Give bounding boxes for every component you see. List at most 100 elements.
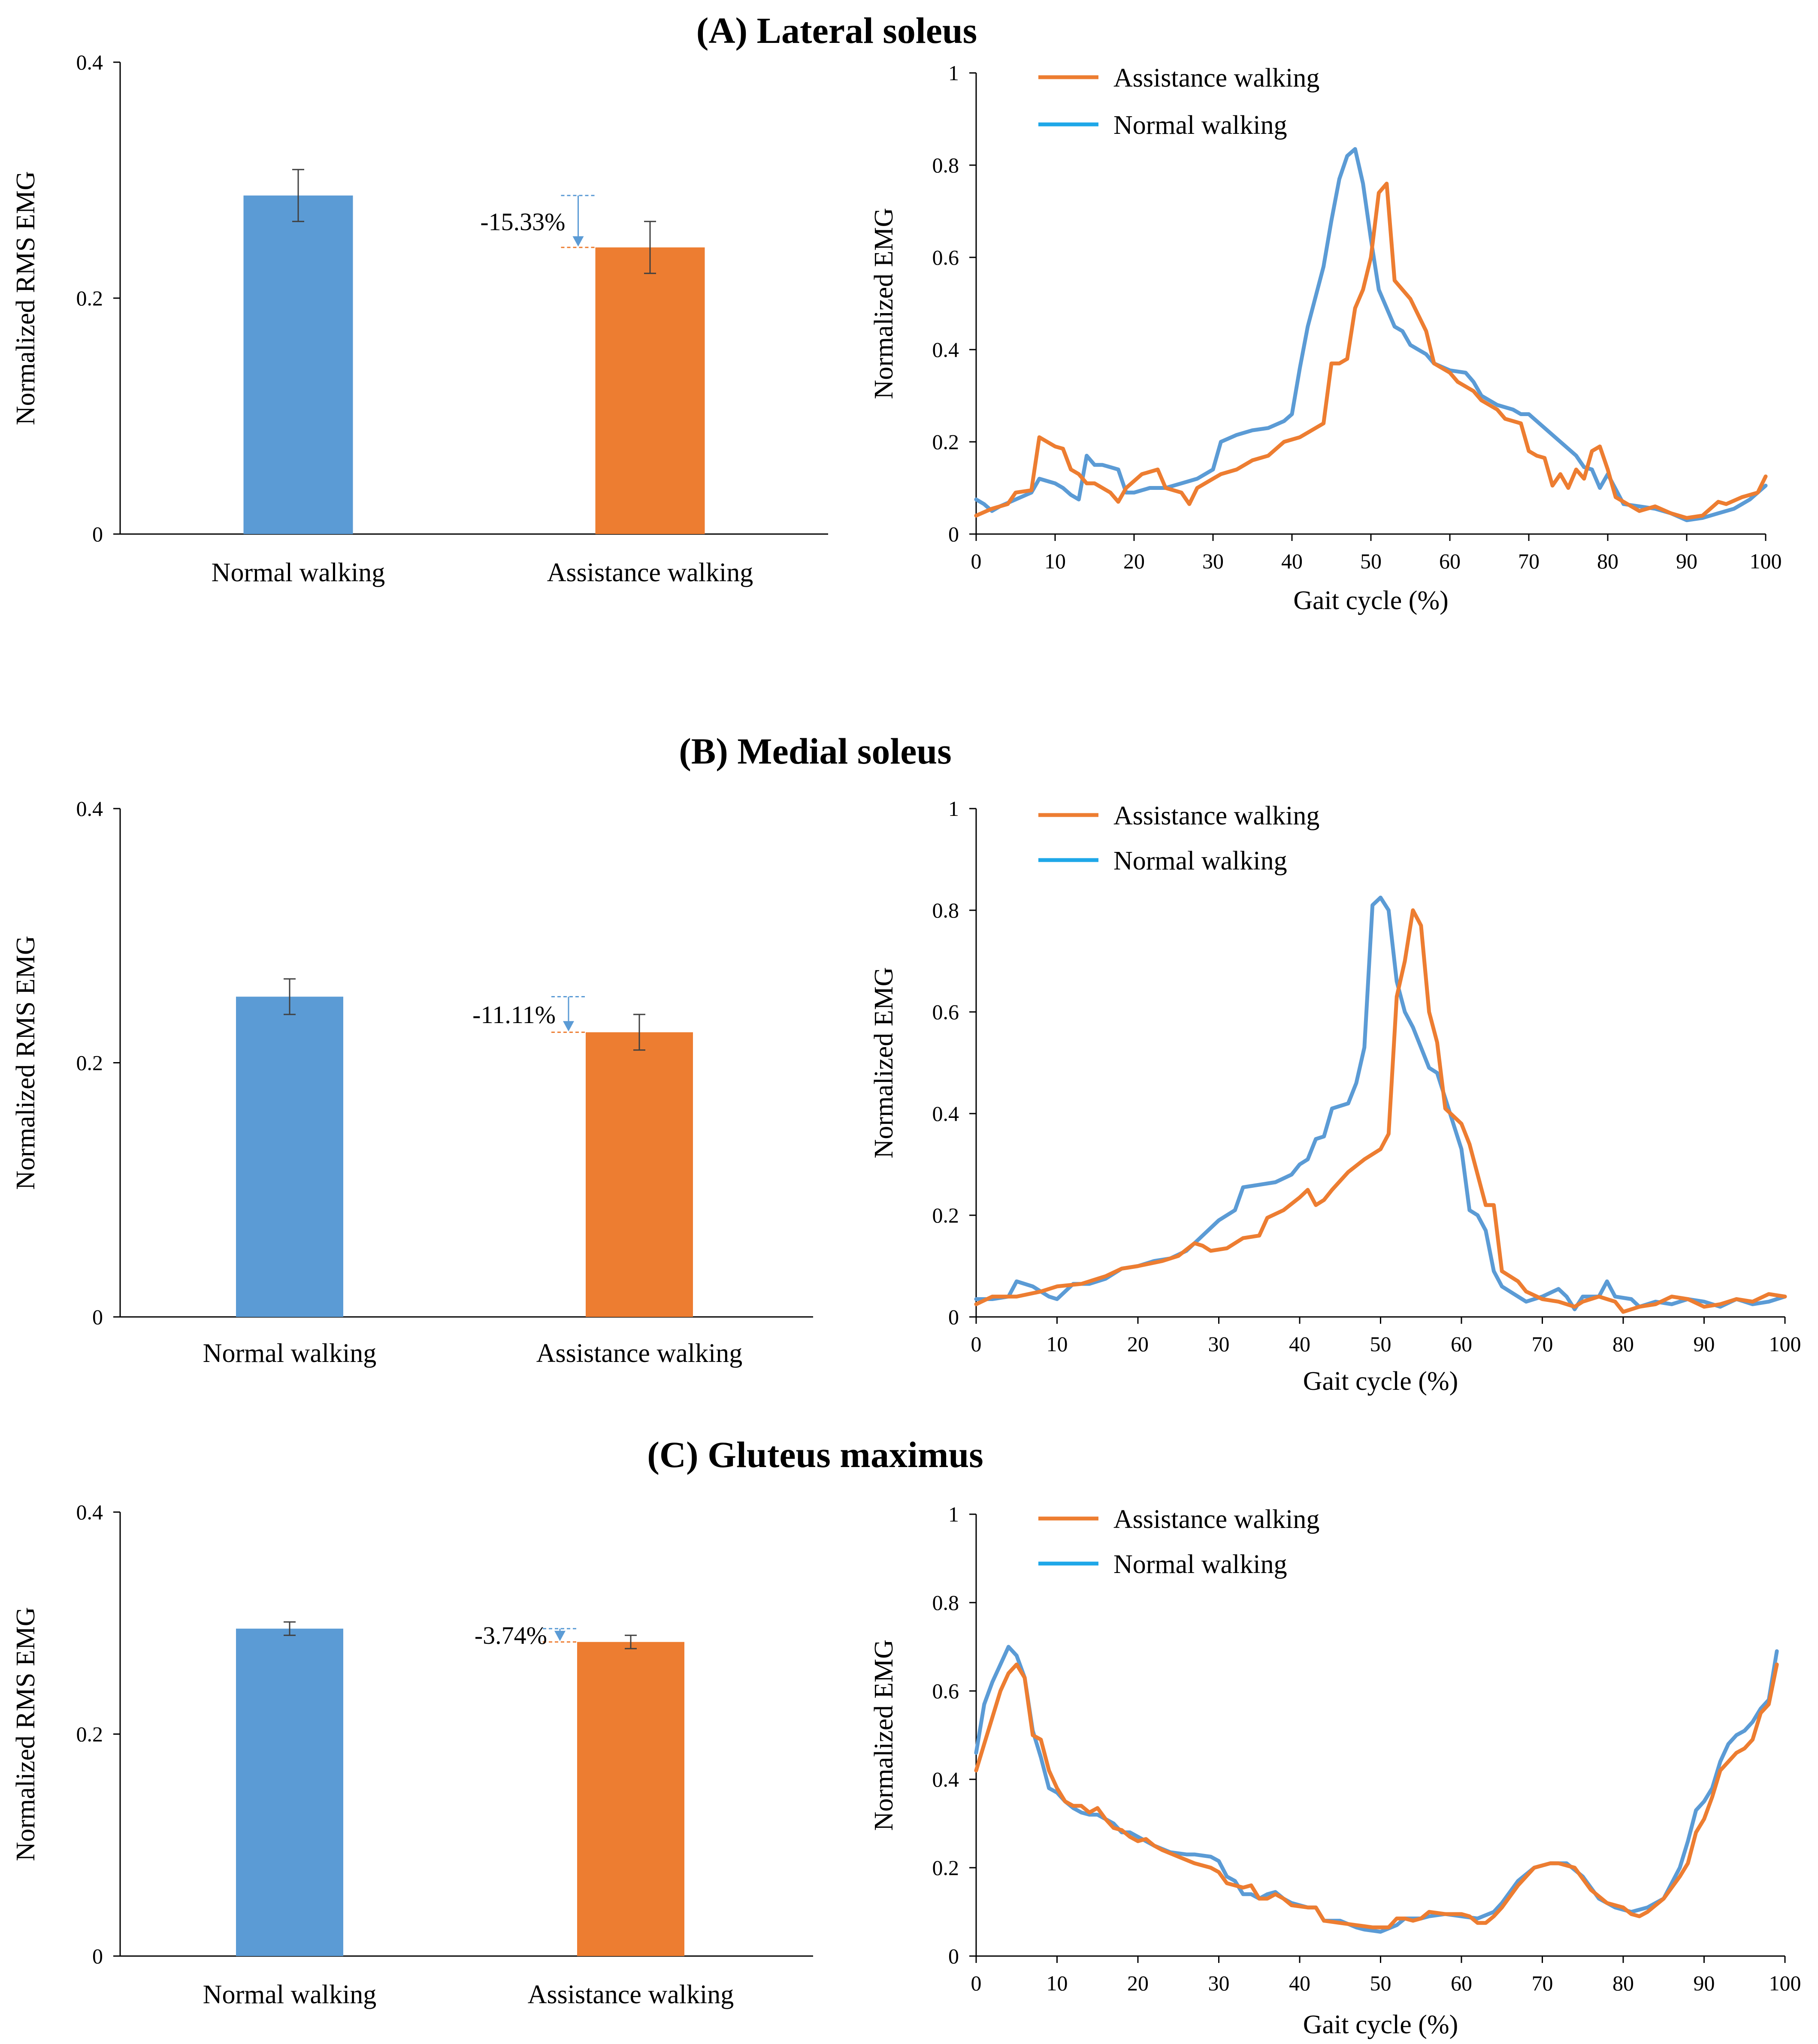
x-tick-label: 20 — [1127, 1971, 1149, 1995]
x-tick-label: 60 — [1439, 549, 1461, 573]
y-tick-label: 1 — [948, 61, 959, 85]
x-tick-label: 20 — [1123, 549, 1145, 573]
x-tick-label: 50 — [1360, 549, 1382, 573]
category-label: Assistance walking — [528, 1980, 734, 2009]
line-chart-a: 00.20.40.60.810 10 20 30 40 50 60 70 80 90 100Assi… — [869, 61, 1782, 615]
x-tick-label: 20 — [1127, 1332, 1149, 1356]
panel-b-title: (B) Medial soleus — [679, 731, 951, 772]
series-line-normal-walking — [974, 895, 1787, 1311]
panel-c-title: (C) Gluteus maximus — [647, 1434, 983, 1475]
series-line-assistance-walking — [974, 181, 1768, 520]
series-line-normal-walking — [974, 147, 1768, 522]
x-axis-title: Gait cycle (%) — [1303, 1367, 1458, 1396]
reduction-label: -3.74% — [475, 1621, 547, 1649]
x-tick-label: 40 — [1281, 549, 1303, 573]
bar-normal-walking — [236, 996, 343, 1317]
bar-assistance-walking — [577, 1642, 684, 1956]
x-tick-label: 0 — [971, 549, 982, 573]
y-tick-label: 0.8 — [932, 1591, 959, 1615]
category-label: Assistance walking — [547, 558, 753, 587]
x-tick-label: 80 — [1612, 1971, 1634, 1995]
y-tick-label: 0.2 — [932, 430, 959, 454]
x-tick-label: 90 — [1694, 1971, 1715, 1995]
panel-a-title: (A) Lateral soleus — [696, 10, 977, 51]
y-tick-label: 0.2 — [76, 286, 103, 310]
y-tick-label: 0.6 — [932, 1679, 959, 1703]
y-axis-title: Normalized RMS EMG — [11, 1607, 40, 1861]
reduction-arrow-head — [572, 236, 584, 247]
line-chart-c: 00.20.40.60.810 10 20 30 40 50 60 70 80 90 100Assi… — [869, 1502, 1801, 2039]
y-tick-label: 0 — [948, 1305, 959, 1329]
bar-chart-a: 0 0.2 0.4 Normal walking Assistance walking -… — [11, 50, 828, 587]
y-axis-title: Normalized RMS EMG — [11, 171, 40, 425]
reduction-arrow-head — [563, 1021, 574, 1032]
y-tick-label: 0.4 — [932, 1767, 959, 1791]
x-tick-label: 70 — [1532, 1971, 1553, 1995]
reduction-label: -15.33% — [480, 208, 565, 235]
x-tick-label: 50 — [1370, 1971, 1391, 1995]
category-label: Normal walking — [203, 1980, 377, 2009]
y-tick-label: 0.4 — [76, 50, 103, 74]
y-tick-label: 0.4 — [932, 338, 959, 362]
y-tick-label: 0.6 — [932, 1000, 959, 1024]
x-tick-label: 10 — [1044, 549, 1066, 573]
x-tick-label: 100 — [1769, 1971, 1801, 1995]
bar-normal-walking — [243, 195, 353, 534]
x-tick-label: 100 — [1769, 1332, 1801, 1356]
y-tick-label: 0.2 — [76, 1722, 103, 1746]
legend-label-assistance-walking: Assistance walking — [1113, 1505, 1319, 1534]
y-tick-label: 0.4 — [76, 1500, 103, 1524]
y-tick-label: 0.8 — [932, 898, 959, 922]
y-tick-label: 0.8 — [932, 153, 959, 177]
x-tick-label: 100 — [1750, 549, 1782, 573]
x-axis-title: Gait cycle (%) — [1293, 586, 1448, 615]
bar-assistance-walking — [595, 247, 705, 534]
series-line-normal-walking — [974, 1645, 1779, 1934]
category-label: Normal walking — [203, 1339, 377, 1368]
x-tick-label: 70 — [1532, 1332, 1553, 1356]
y-tick-label: 0 — [92, 522, 103, 546]
y-tick-label: 0.4 — [76, 797, 103, 821]
x-tick-label: 10 — [1047, 1332, 1068, 1356]
y-tick-label: 0 — [92, 1944, 103, 1968]
y-tick-label: 0 — [948, 522, 959, 546]
legend-label-assistance-walking: Assistance walking — [1113, 63, 1319, 93]
bar-assistance-walking — [586, 1032, 693, 1317]
y-tick-label: 0.2 — [932, 1203, 959, 1227]
y-tick-label: 1 — [948, 1502, 959, 1526]
x-tick-label: 0 — [971, 1971, 982, 1995]
y-axis-title: Normalized EMG — [869, 1639, 898, 1831]
y-axis-title: Normalized EMG — [869, 208, 898, 399]
x-tick-label: 70 — [1518, 549, 1540, 573]
series-line-assistance-walking — [974, 1662, 1779, 1929]
y-tick-label: 0 — [948, 1944, 959, 1968]
x-tick-label: 10 — [1047, 1971, 1068, 1995]
legend-label-normal-walking: Normal walking — [1113, 846, 1287, 876]
x-tick-label: 80 — [1612, 1332, 1634, 1356]
x-tick-label: 40 — [1289, 1971, 1310, 1995]
series-line-assistance-walking — [974, 908, 1787, 1314]
legend-label-normal-walking: Normal walking — [1113, 111, 1287, 140]
x-tick-label: 90 — [1694, 1332, 1715, 1356]
legend-label-normal-walking: Normal walking — [1113, 1550, 1287, 1579]
y-tick-label: 0.4 — [932, 1102, 959, 1126]
x-tick-label: 50 — [1370, 1332, 1391, 1356]
bar-chart-c: 0 0.2 0.4 Normal walking Assistance walking -… — [11, 1500, 813, 2009]
x-tick-label: 60 — [1451, 1971, 1472, 1995]
y-tick-label: 0 — [92, 1305, 103, 1329]
y-axis-title: Normalized RMS EMG — [11, 936, 40, 1190]
y-tick-label: 0.2 — [932, 1856, 959, 1880]
category-label: Normal walking — [212, 558, 385, 587]
x-tick-label: 0 — [971, 1332, 982, 1356]
reduction-label: -11.11% — [472, 1001, 556, 1029]
bar-normal-walking — [236, 1628, 343, 1956]
y-tick-label: 0.2 — [76, 1051, 103, 1075]
x-axis-title: Gait cycle (%) — [1303, 2010, 1458, 2039]
bar-chart-b: 0 0.2 0.4 Normal walking Assistance walking -… — [11, 797, 813, 1368]
y-axis-title: Normalized EMG — [869, 967, 898, 1159]
y-tick-label: 0.6 — [932, 245, 959, 269]
x-tick-label: 90 — [1676, 549, 1697, 573]
x-tick-label: 30 — [1208, 1332, 1230, 1356]
x-tick-label: 30 — [1202, 549, 1224, 573]
